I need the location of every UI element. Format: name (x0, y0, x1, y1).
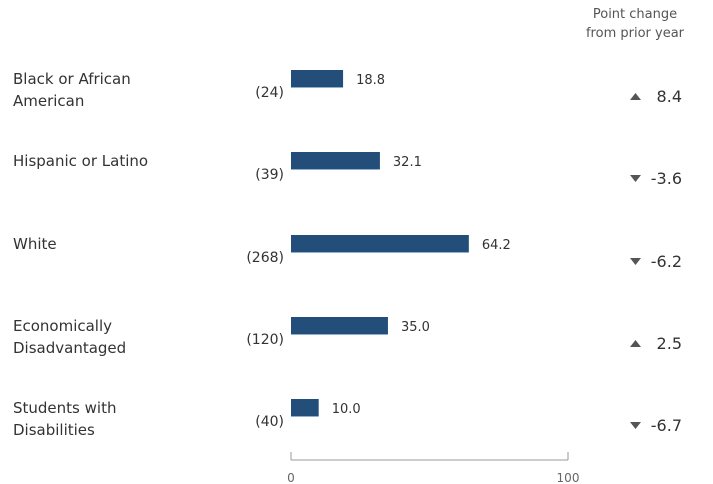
value-label: 18.8 (356, 73, 385, 88)
change-label: -6.2 (651, 252, 682, 271)
value-label: 10.0 (332, 402, 361, 417)
bar (291, 317, 388, 334)
up-arrow-icon (630, 93, 641, 100)
down-arrow-icon (630, 422, 641, 429)
category-label: Economically (13, 317, 112, 335)
value-label: 32.1 (393, 155, 422, 170)
change-label: 2.5 (657, 334, 682, 353)
category-label: Disabilities (13, 421, 95, 439)
bar (291, 70, 344, 87)
category-label: White (13, 235, 57, 253)
category-label: Disadvantaged (13, 339, 126, 357)
up-arrow-icon (630, 340, 641, 347)
change-label: -3.6 (651, 169, 682, 188)
bar (291, 235, 469, 252)
down-arrow-icon (630, 175, 641, 182)
category-label: Students with (13, 399, 116, 417)
bar (291, 399, 319, 416)
down-arrow-icon (630, 258, 641, 265)
category-label: Black or African (13, 70, 131, 88)
count-label: (40) (255, 414, 284, 430)
change-header-line1: Point change (592, 7, 678, 22)
value-label: 35.0 (401, 320, 430, 335)
count-label: (120) (246, 332, 284, 348)
value-label: 64.2 (482, 238, 511, 253)
category-label: American (13, 92, 84, 110)
count-label: (268) (246, 250, 284, 266)
bar (291, 152, 380, 169)
x-tick-label: 100 (557, 471, 580, 484)
change-header-line2: from prior year (585, 26, 685, 41)
count-label: (24) (255, 85, 284, 101)
change-label: 8.4 (657, 87, 682, 106)
x-tick-label: 0 (287, 471, 295, 484)
count-label: (39) (255, 167, 284, 183)
change-label: -6.7 (651, 416, 682, 435)
category-label: Hispanic or Latino (13, 152, 148, 170)
